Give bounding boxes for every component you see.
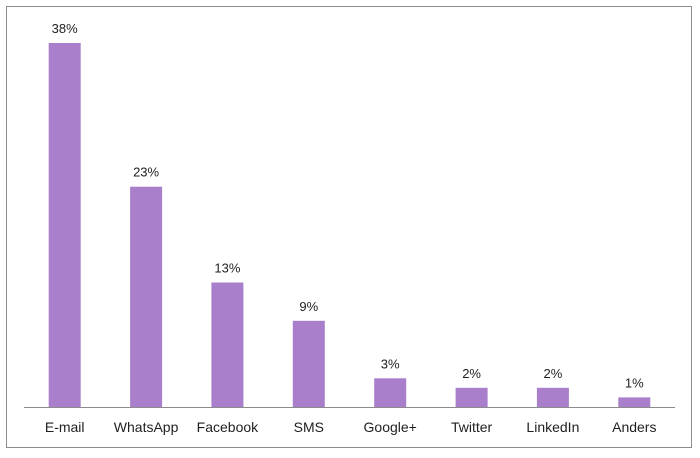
x-tick-label: Facebook <box>197 419 259 435</box>
bar-e-mail <box>48 43 81 407</box>
x-tick-label: Anders <box>612 419 656 435</box>
data-label: 38% <box>52 21 78 36</box>
bar-whatsapp <box>130 186 163 407</box>
x-tick-label: LinkedIn <box>526 419 579 435</box>
bar-facebook <box>211 282 244 407</box>
data-label: 1% <box>625 375 644 390</box>
bar-anders <box>618 397 651 407</box>
x-tick-label: WhatsApp <box>114 419 179 435</box>
x-tick-label: Google+ <box>364 419 417 435</box>
chart-frame <box>6 6 692 448</box>
bar-twitter <box>455 387 488 407</box>
data-label: 23% <box>133 165 159 180</box>
x-tick-label: E-mail <box>45 419 85 435</box>
data-label: 13% <box>214 261 240 276</box>
x-tick-label: SMS <box>294 419 324 435</box>
data-label: 2% <box>462 366 481 381</box>
bars-layer <box>48 43 651 407</box>
x-tick-label: Twitter <box>451 419 493 435</box>
bar-sms <box>292 320 325 407</box>
data-label: 3% <box>381 356 400 371</box>
data-label: 9% <box>299 299 318 314</box>
bar-google- <box>374 378 407 407</box>
labels-layer: 38% E-mail 23% WhatsApp 13% Facebook 9% SMS 3% Go… <box>45 21 657 435</box>
bar-linkedin <box>536 387 569 407</box>
data-label: 2% <box>544 366 563 381</box>
